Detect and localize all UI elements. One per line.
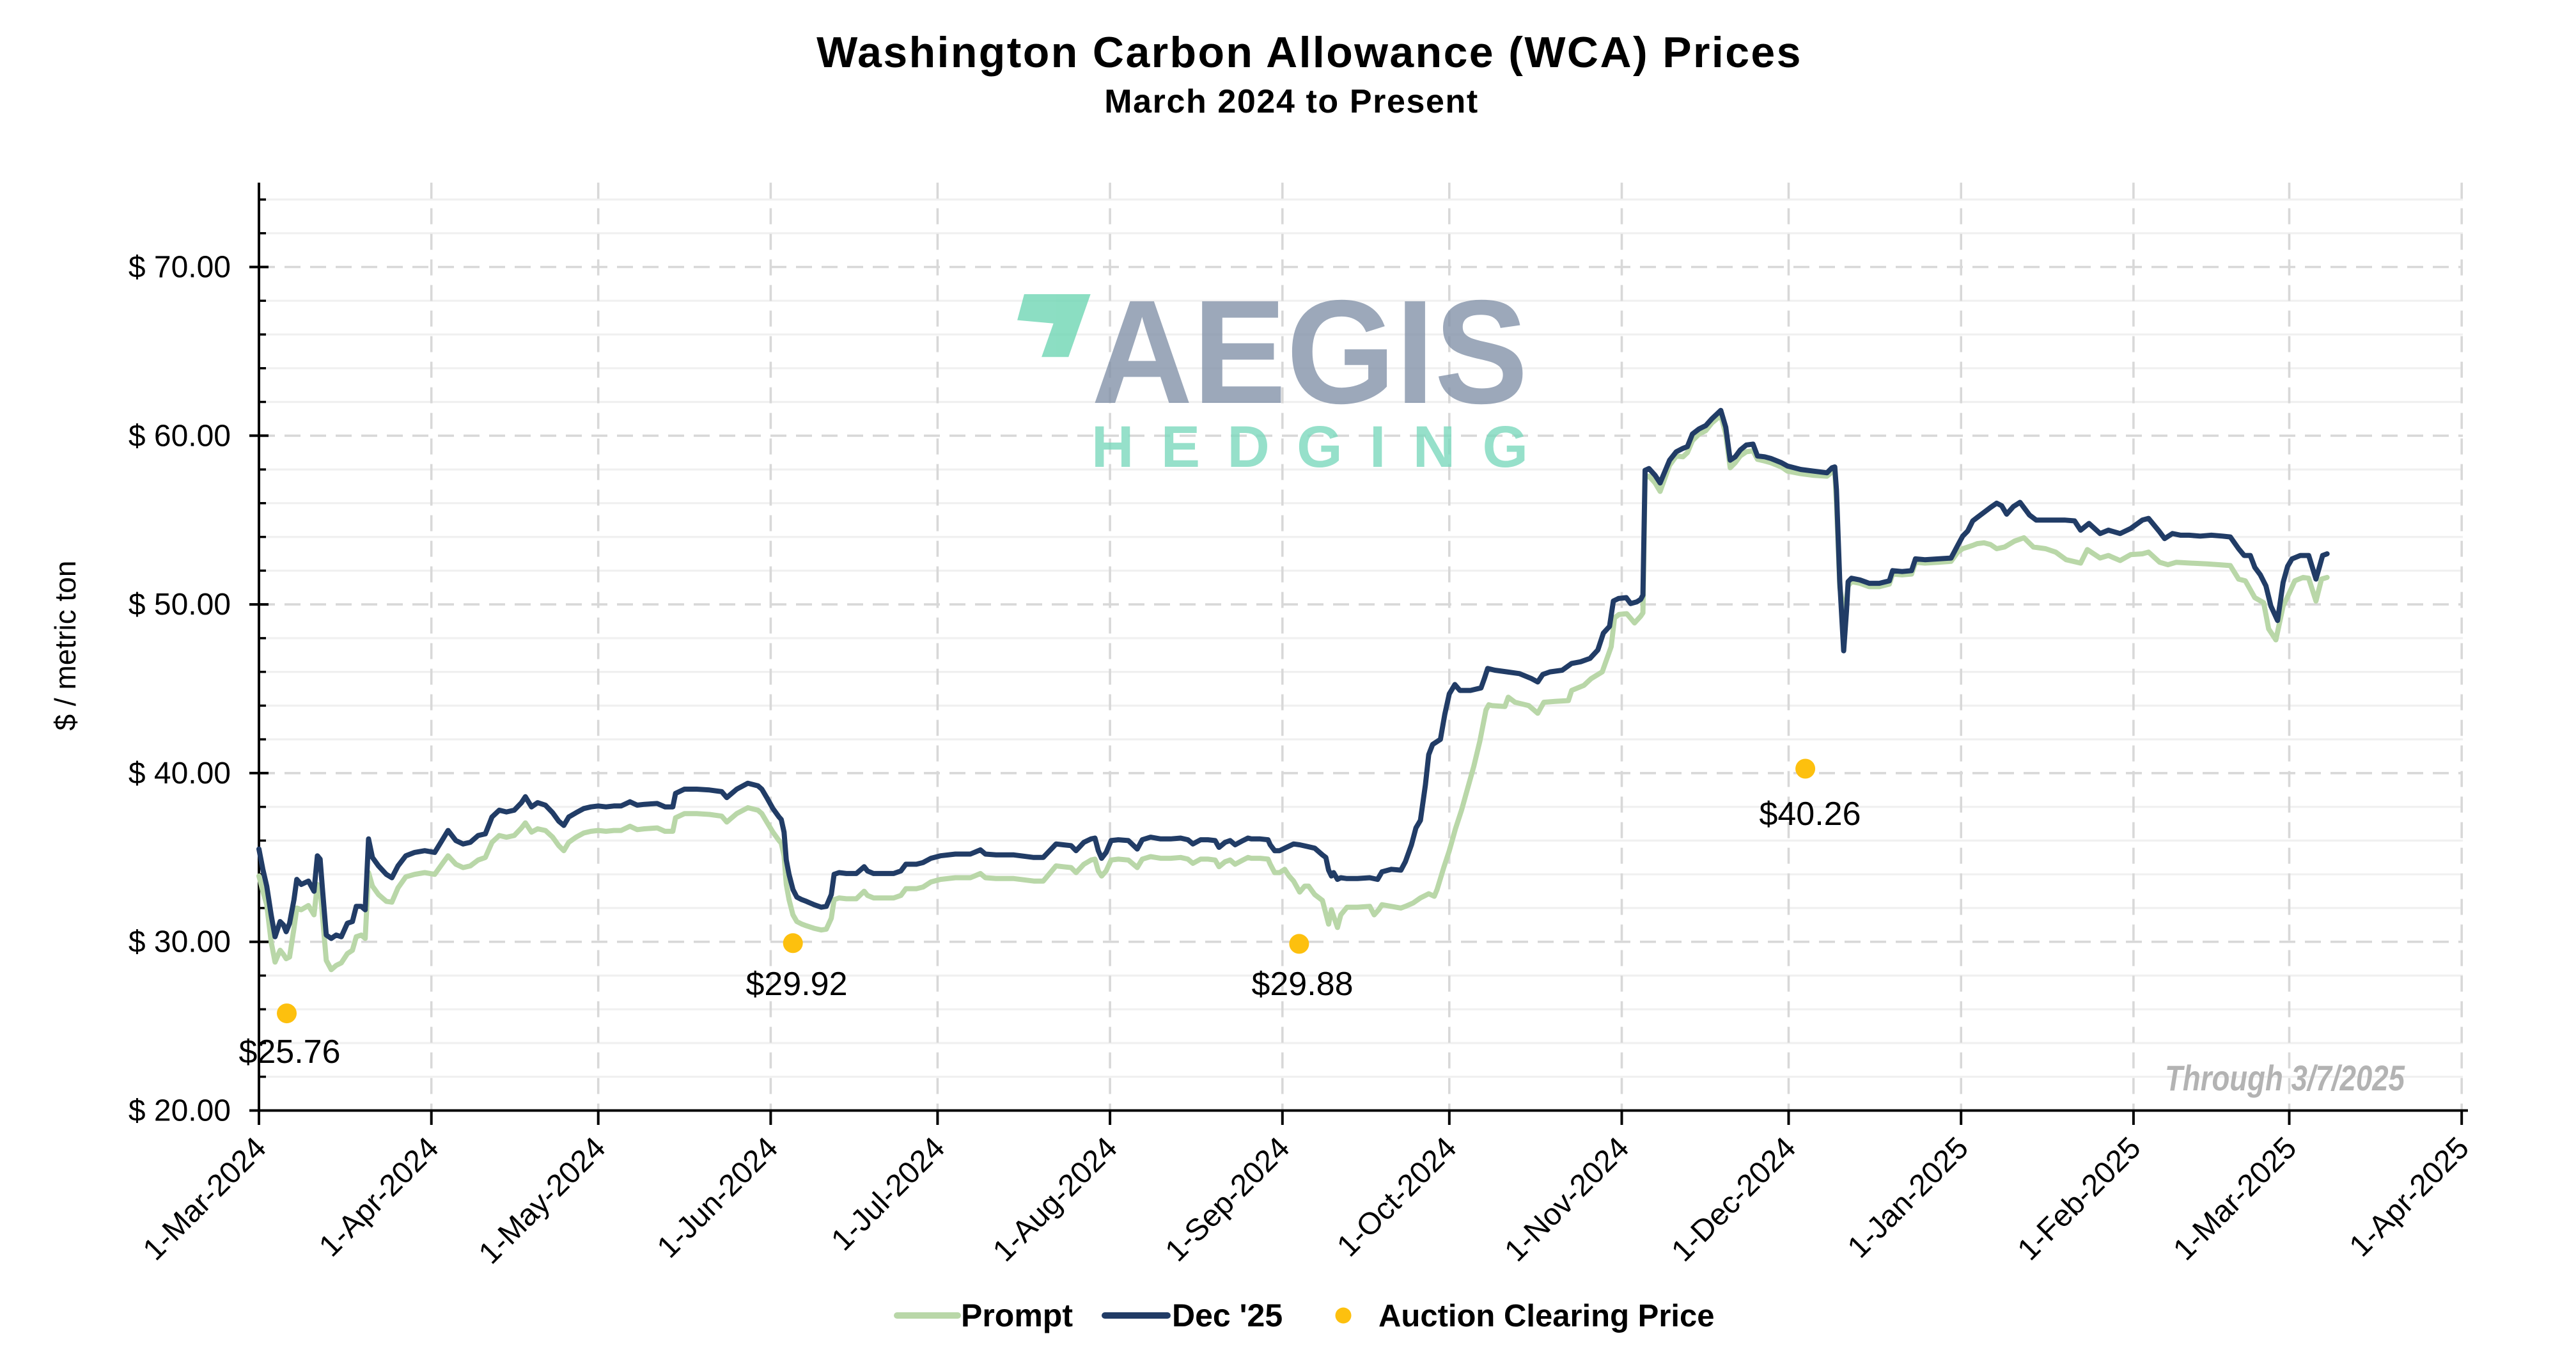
svg-text:$ 50.00: $ 50.00	[129, 588, 231, 622]
svg-text:$ 60.00: $ 60.00	[129, 419, 231, 453]
svg-text:$ 30.00: $ 30.00	[129, 925, 231, 959]
svg-text:HEDGING: HEDGING	[1091, 414, 1528, 480]
svg-text:Through 3/7/2025: Through 3/7/2025	[2165, 1058, 2405, 1098]
svg-text:March 2024 to Present: March 2024 to Present	[1104, 83, 1479, 120]
svg-text:$29.88: $29.88	[1251, 966, 1353, 1003]
svg-text:$ 40.00: $ 40.00	[129, 757, 231, 790]
svg-text:Washington Carbon Allowance (W: Washington Carbon Allowance (WCA) Prices	[816, 28, 1802, 77]
svg-text:$ 20.00: $ 20.00	[129, 1094, 231, 1128]
svg-text:$ 70.00: $ 70.00	[129, 251, 231, 285]
svg-text:Prompt: Prompt	[961, 1298, 1073, 1333]
svg-text:AEGIS: AEGIS	[1091, 269, 1528, 434]
svg-text:$40.26: $40.26	[1759, 796, 1861, 833]
svg-text:Auction Clearing Price: Auction Clearing Price	[1378, 1299, 1715, 1333]
svg-text:$25.76: $25.76	[238, 1033, 340, 1071]
svg-text:$29.92: $29.92	[745, 966, 847, 1003]
svg-text:$ / metric ton: $ / metric ton	[49, 561, 82, 731]
svg-text:Dec '25: Dec '25	[1172, 1298, 1283, 1333]
